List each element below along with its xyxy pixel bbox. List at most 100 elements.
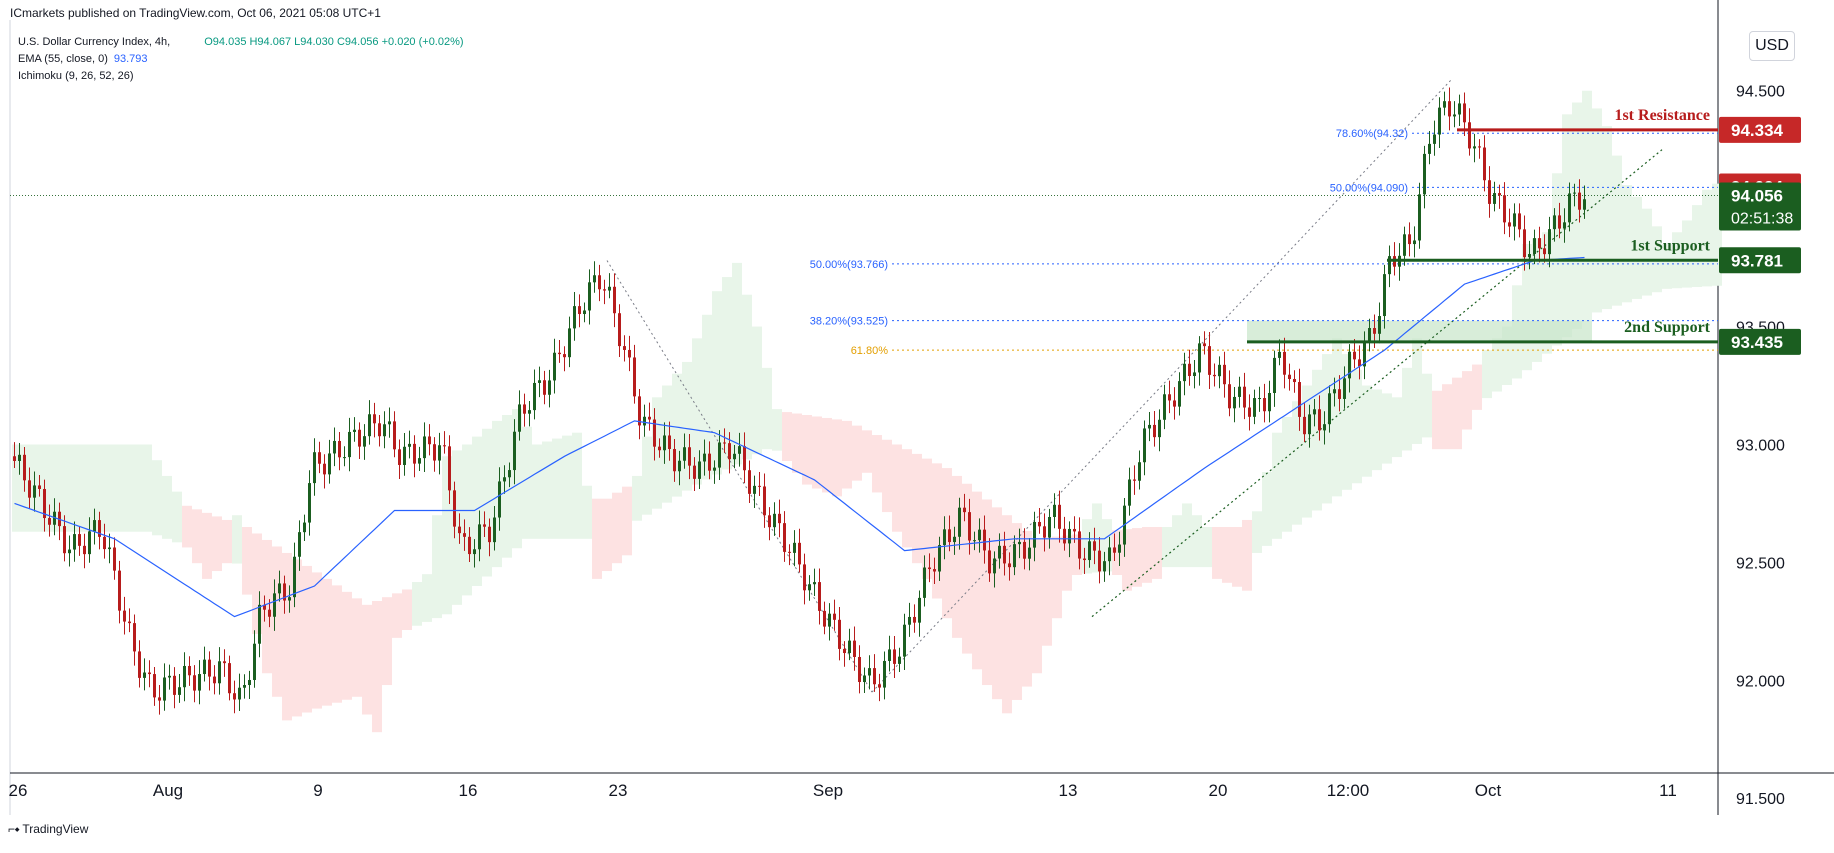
cloud-segment [292, 559, 302, 717]
cloud-segment [1682, 220, 1692, 288]
candle-body [543, 380, 546, 395]
candle-body [1228, 384, 1231, 409]
y-tick-label: 93.000 [1736, 437, 1785, 454]
candle-body [1448, 101, 1451, 117]
candle-body [1458, 103, 1461, 115]
publisher-header: ICmarkets published on TradingView.com, … [10, 6, 381, 20]
candle-body [943, 529, 946, 546]
cloud-segment [792, 413, 802, 473]
cloud-segment [1022, 530, 1032, 687]
fib-level-label: 50.00%(94.090) [1330, 182, 1408, 194]
candle-body [473, 549, 476, 555]
currency-button[interactable]: USD [1749, 31, 1795, 61]
candle-body [158, 697, 161, 701]
candle-body [168, 675, 171, 678]
cloud-segment [1332, 338, 1342, 497]
y-tick-label: 91.500 [1736, 791, 1785, 808]
candle-body [1298, 382, 1301, 417]
cloud-segment [862, 430, 872, 473]
candle-body [298, 532, 301, 557]
candle-body [823, 610, 826, 627]
candle-body [608, 286, 611, 291]
candle-body [658, 446, 661, 451]
ichimoku-label: Ichimoku (9, 26, 52, 26) [18, 70, 134, 82]
cloud-segment [1042, 537, 1052, 646]
cloud-segment [222, 519, 232, 564]
candle-body [748, 470, 751, 494]
cloud-segment [1222, 527, 1232, 583]
candle-body [883, 660, 886, 688]
cloud-segment [992, 507, 1002, 700]
cloud-segment [592, 498, 602, 579]
candle-body [1413, 240, 1416, 245]
candle-body [293, 556, 296, 598]
price-axis-badge [1719, 247, 1801, 274]
candle-body [758, 485, 761, 487]
candle-body [103, 536, 106, 550]
candle-body [1548, 229, 1551, 255]
trend-line-up [871, 78, 1453, 693]
cloud-segment [1112, 530, 1122, 575]
candle-body [893, 649, 896, 664]
cloud-segment [912, 453, 922, 564]
candle-body [128, 621, 131, 624]
candle-body [1018, 541, 1021, 545]
cloud-segment [352, 598, 362, 697]
cloud-segment [1082, 519, 1092, 574]
candle-body [993, 558, 996, 574]
candle-body [1423, 153, 1426, 195]
candle-body [728, 443, 731, 460]
candle-body [738, 446, 741, 454]
cloud-segment [1582, 90, 1592, 321]
candle-body [143, 672, 146, 678]
candle-body [348, 431, 351, 458]
support-zone [1247, 320, 1592, 342]
candle-body [423, 436, 426, 459]
trend-support-line [1091, 149, 1663, 618]
candle-body [178, 687, 181, 695]
cloud-segment [1272, 432, 1282, 539]
cloud-segment [692, 338, 702, 485]
candle-body [1058, 504, 1061, 529]
candle-body [33, 485, 36, 498]
candle-body [18, 454, 21, 461]
candle-body [468, 536, 471, 555]
candle-body [718, 442, 721, 468]
candle-body [1213, 374, 1216, 377]
candle-body [1273, 357, 1276, 393]
candle-body [198, 674, 201, 691]
cloud-segment [202, 512, 212, 579]
cloud-segment [472, 436, 482, 586]
candle-body [13, 456, 16, 461]
candle-body [908, 616, 911, 625]
candle-body [1438, 107, 1441, 135]
candle-body [458, 526, 461, 534]
candle-body [1578, 192, 1581, 210]
candle-body [838, 619, 841, 649]
symbol-label: U.S. Dollar Currency Index, 4h, [18, 36, 171, 48]
candle-body [1263, 398, 1266, 412]
cloud-segment [752, 326, 762, 455]
candle-body [338, 440, 341, 458]
candle-body [1543, 248, 1546, 255]
candle-body [688, 447, 691, 466]
cloud-segment [542, 441, 552, 539]
cloud-segment [1182, 503, 1192, 568]
candle-body [1133, 479, 1136, 481]
candle-body [463, 533, 466, 537]
cloud-segment [532, 444, 542, 539]
cloud-segment [1282, 416, 1292, 532]
fib-level-label: 78.60%(94.32) [1336, 128, 1408, 140]
candle-body [673, 449, 676, 472]
cloud-segment [1662, 244, 1672, 289]
cloud-segment [732, 262, 742, 465]
x-tick-label: 9 [313, 781, 322, 800]
candle-body [1318, 409, 1321, 431]
candle-body [1408, 234, 1411, 245]
candle-body [1128, 479, 1131, 506]
cloud-segment [922, 458, 932, 579]
candle-body [798, 542, 801, 565]
cloud-segment [1052, 536, 1062, 619]
cloud-segment [1642, 208, 1652, 296]
